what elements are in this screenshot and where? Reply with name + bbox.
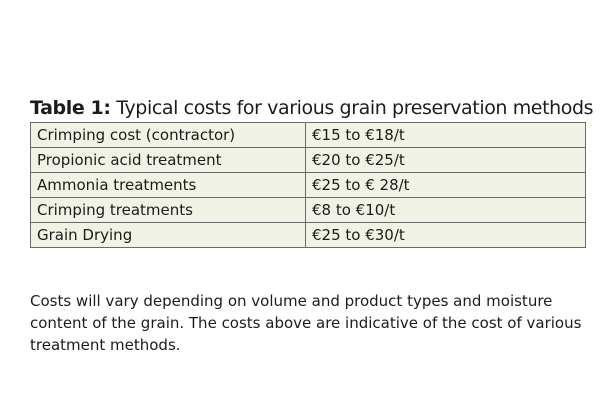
method-cell: Grain Drying	[30, 222, 306, 248]
table-row: Propionic acid treatment €20 to €25/t	[30, 147, 586, 173]
cost-table: Crimping cost (contractor) €15 to €18/t …	[30, 122, 586, 248]
cost-cell: €15 to €18/t	[305, 122, 586, 148]
table-row: Grain Drying €25 to €30/t	[30, 222, 586, 248]
table-title-text: Typical costs for various grain preserva…	[110, 97, 594, 119]
table-row: Ammonia treatments €25 to € 28/t	[30, 172, 586, 198]
method-cell: Crimping treatments	[30, 197, 306, 223]
method-cell: Ammonia treatments	[30, 172, 306, 198]
cost-cell: €20 to €25/t	[305, 147, 586, 173]
cost-cell: €25 to €30/t	[305, 222, 586, 248]
table-footnote: Costs will vary depending on volume and …	[30, 292, 582, 354]
method-cell: Propionic acid treatment	[30, 147, 306, 173]
method-cell: Crimping cost (contractor)	[30, 122, 306, 148]
table-title-label: Table 1:	[30, 97, 111, 119]
table-title: Table 1: Typical costs for various grain…	[30, 96, 594, 122]
cost-cell: €25 to € 28/t	[305, 172, 586, 198]
table-row: Crimping treatments €8 to €10/t	[30, 197, 586, 223]
table-row: Crimping cost (contractor) €15 to €18/t	[30, 122, 586, 148]
cost-cell: €8 to €10/t	[305, 197, 586, 223]
cost-table-block: Table 1: Typical costs for various grain…	[30, 96, 594, 248]
